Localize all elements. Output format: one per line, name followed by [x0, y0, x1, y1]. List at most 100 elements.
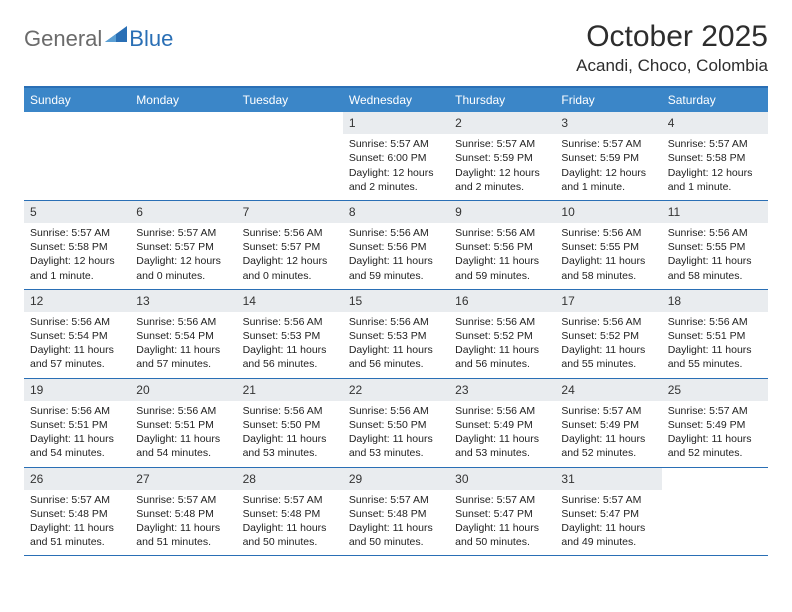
sunset-line: Sunset: 5:55 PM — [668, 240, 762, 254]
day-header: Thursday — [449, 88, 555, 112]
day-number: 28 — [237, 468, 343, 490]
calendar-cell: 5Sunrise: 5:57 AMSunset: 5:58 PMDaylight… — [24, 201, 130, 290]
daylight-line: Daylight: 11 hours and 56 minutes. — [455, 343, 549, 371]
calendar-cell: 14Sunrise: 5:56 AMSunset: 5:53 PMDayligh… — [237, 290, 343, 379]
cell-body: Sunrise: 5:57 AMSunset: 5:49 PMDaylight:… — [555, 401, 661, 467]
cell-body: Sunrise: 5:56 AMSunset: 5:53 PMDaylight:… — [343, 312, 449, 378]
sunrise-line: Sunrise: 5:56 AM — [349, 226, 443, 240]
calendar-cell: 21Sunrise: 5:56 AMSunset: 5:50 PMDayligh… — [237, 379, 343, 468]
day-number: 22 — [343, 379, 449, 401]
sunrise-line: Sunrise: 5:57 AM — [455, 137, 549, 151]
day-number: 23 — [449, 379, 555, 401]
sunrise-line: Sunrise: 5:57 AM — [561, 137, 655, 151]
cell-body: Sunrise: 5:56 AMSunset: 5:55 PMDaylight:… — [555, 223, 661, 289]
sunset-line: Sunset: 5:48 PM — [136, 507, 230, 521]
sunrise-line: Sunrise: 5:56 AM — [668, 315, 762, 329]
cell-body: Sunrise: 5:57 AMSunset: 5:48 PMDaylight:… — [343, 490, 449, 556]
cell-body: Sunrise: 5:56 AMSunset: 5:52 PMDaylight:… — [449, 312, 555, 378]
daylight-line: Daylight: 11 hours and 50 minutes. — [243, 521, 337, 549]
sunrise-line: Sunrise: 5:56 AM — [243, 315, 337, 329]
daylight-line: Daylight: 11 hours and 51 minutes. — [136, 521, 230, 549]
calendar-cell: 31Sunrise: 5:57 AMSunset: 5:47 PMDayligh… — [555, 468, 661, 557]
cell-body: Sunrise: 5:57 AMSunset: 5:48 PMDaylight:… — [24, 490, 130, 556]
calendar-cell: 2Sunrise: 5:57 AMSunset: 5:59 PMDaylight… — [449, 112, 555, 201]
day-number: 26 — [24, 468, 130, 490]
daylight-line: Daylight: 11 hours and 50 minutes. — [455, 521, 549, 549]
cell-body: Sunrise: 5:56 AMSunset: 5:51 PMDaylight:… — [662, 312, 768, 378]
daylight-line: Daylight: 12 hours and 0 minutes. — [243, 254, 337, 282]
calendar-cell: . — [24, 112, 130, 201]
sunrise-line: Sunrise: 5:57 AM — [30, 493, 124, 507]
calendar-page: General Blue October 2025 Acandi, Choco,… — [0, 0, 792, 576]
calendar-cell: 24Sunrise: 5:57 AMSunset: 5:49 PMDayligh… — [555, 379, 661, 468]
day-number: 1 — [343, 112, 449, 134]
calendar-cell: 3Sunrise: 5:57 AMSunset: 5:59 PMDaylight… — [555, 112, 661, 201]
calendar-cell: 8Sunrise: 5:56 AMSunset: 5:56 PMDaylight… — [343, 201, 449, 290]
logo: General Blue — [24, 20, 173, 52]
location: Acandi, Choco, Colombia — [576, 56, 768, 76]
sunset-line: Sunset: 5:50 PM — [349, 418, 443, 432]
day-number: 7 — [237, 201, 343, 223]
sunrise-line: Sunrise: 5:57 AM — [243, 493, 337, 507]
day-number: 15 — [343, 290, 449, 312]
cell-body: Sunrise: 5:57 AMSunset: 6:00 PMDaylight:… — [343, 134, 449, 200]
month-title: October 2025 — [576, 20, 768, 54]
daylight-line: Daylight: 12 hours and 2 minutes. — [349, 166, 443, 194]
daylight-line: Daylight: 11 hours and 51 minutes. — [30, 521, 124, 549]
day-header: Tuesday — [237, 88, 343, 112]
cell-body: Sunrise: 5:56 AMSunset: 5:50 PMDaylight:… — [343, 401, 449, 467]
cell-body: Sunrise: 5:57 AMSunset: 5:58 PMDaylight:… — [24, 223, 130, 289]
sunset-line: Sunset: 5:58 PM — [30, 240, 124, 254]
day-number: 11 — [662, 201, 768, 223]
cell-body: Sunrise: 5:57 AMSunset: 5:58 PMDaylight:… — [662, 134, 768, 200]
sunrise-line: Sunrise: 5:56 AM — [561, 315, 655, 329]
sunset-line: Sunset: 5:54 PM — [136, 329, 230, 343]
cell-body: Sunrise: 5:56 AMSunset: 5:49 PMDaylight:… — [449, 401, 555, 467]
daylight-line: Daylight: 11 hours and 54 minutes. — [30, 432, 124, 460]
sunrise-line: Sunrise: 5:56 AM — [455, 315, 549, 329]
day-number: 27 — [130, 468, 236, 490]
day-number: 18 — [662, 290, 768, 312]
sunrise-line: Sunrise: 5:57 AM — [349, 493, 443, 507]
sunset-line: Sunset: 5:49 PM — [561, 418, 655, 432]
cell-body: Sunrise: 5:56 AMSunset: 5:51 PMDaylight:… — [130, 401, 236, 467]
daylight-line: Daylight: 11 hours and 58 minutes. — [561, 254, 655, 282]
day-number: 19 — [24, 379, 130, 401]
cell-body: Sunrise: 5:57 AMSunset: 5:48 PMDaylight:… — [237, 490, 343, 556]
sunrise-line: Sunrise: 5:56 AM — [136, 404, 230, 418]
calendar-cell: 23Sunrise: 5:56 AMSunset: 5:49 PMDayligh… — [449, 379, 555, 468]
sunset-line: Sunset: 5:50 PM — [243, 418, 337, 432]
cell-body: Sunrise: 5:56 AMSunset: 5:52 PMDaylight:… — [555, 312, 661, 378]
sunrise-line: Sunrise: 5:56 AM — [561, 226, 655, 240]
calendar-cell: 20Sunrise: 5:56 AMSunset: 5:51 PMDayligh… — [130, 379, 236, 468]
sunrise-line: Sunrise: 5:57 AM — [455, 493, 549, 507]
calendar-cell: 29Sunrise: 5:57 AMSunset: 5:48 PMDayligh… — [343, 468, 449, 557]
sunrise-line: Sunrise: 5:56 AM — [349, 404, 443, 418]
sunset-line: Sunset: 5:58 PM — [668, 151, 762, 165]
sunset-line: Sunset: 5:51 PM — [30, 418, 124, 432]
calendar-cell: 13Sunrise: 5:56 AMSunset: 5:54 PMDayligh… — [130, 290, 236, 379]
calendar-grid: SundayMondayTuesdayWednesdayThursdayFrid… — [24, 86, 768, 556]
daylight-line: Daylight: 11 hours and 57 minutes. — [30, 343, 124, 371]
sunset-line: Sunset: 5:56 PM — [455, 240, 549, 254]
sunset-line: Sunset: 5:52 PM — [455, 329, 549, 343]
sunset-line: Sunset: 5:48 PM — [349, 507, 443, 521]
cell-body: Sunrise: 5:57 AMSunset: 5:49 PMDaylight:… — [662, 401, 768, 467]
calendar-cell: . — [662, 468, 768, 557]
sunset-line: Sunset: 5:55 PM — [561, 240, 655, 254]
calendar-cell: 1Sunrise: 5:57 AMSunset: 6:00 PMDaylight… — [343, 112, 449, 201]
day-number: 10 — [555, 201, 661, 223]
sunset-line: Sunset: 5:51 PM — [136, 418, 230, 432]
daylight-line: Daylight: 11 hours and 59 minutes. — [455, 254, 549, 282]
sunset-line: Sunset: 5:59 PM — [561, 151, 655, 165]
daylight-line: Daylight: 12 hours and 1 minute. — [561, 166, 655, 194]
calendar-cell: 25Sunrise: 5:57 AMSunset: 5:49 PMDayligh… — [662, 379, 768, 468]
sunrise-line: Sunrise: 5:56 AM — [243, 404, 337, 418]
daylight-line: Daylight: 11 hours and 52 minutes. — [561, 432, 655, 460]
daylight-line: Daylight: 11 hours and 53 minutes. — [243, 432, 337, 460]
calendar-cell: 15Sunrise: 5:56 AMSunset: 5:53 PMDayligh… — [343, 290, 449, 379]
calendar-cell: 17Sunrise: 5:56 AMSunset: 5:52 PMDayligh… — [555, 290, 661, 379]
cell-body: Sunrise: 5:57 AMSunset: 5:59 PMDaylight:… — [449, 134, 555, 200]
sunset-line: Sunset: 5:53 PM — [349, 329, 443, 343]
sunset-line: Sunset: 5:48 PM — [243, 507, 337, 521]
